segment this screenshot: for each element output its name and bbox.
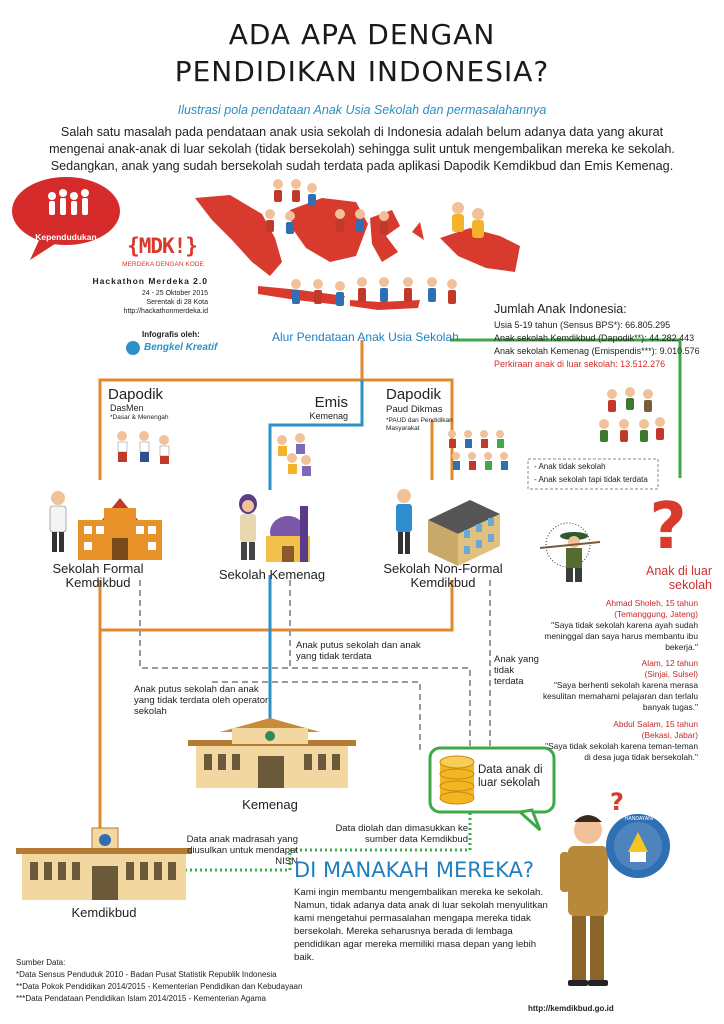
quote-1-place: (Temanggung, Jateng): [614, 609, 698, 619]
flow-text-tidak-terdata: Anak yang tidak terdata: [494, 654, 539, 687]
credit-name: Bengkel Kreatif: [144, 342, 218, 353]
credit-label: Infografis oleh:: [142, 330, 200, 339]
node-kemenag: Kemenag: [242, 797, 298, 812]
flow-text-diolah: Data diolah dan dimasukkan ke sumber dat…: [335, 823, 468, 845]
outside-list-item2: - Anak sekolah tapi tidak terdata: [534, 475, 648, 484]
where-body: Kami ingin membantu mengembalikan mereka…: [294, 887, 548, 963]
green-dotted-lines: [180, 812, 472, 872]
event-cities: Serentak di 28 Kota: [146, 299, 209, 306]
footer-url[interactable]: http://kemdikbud.go.id: [528, 1004, 614, 1013]
quote-2-name: Alam, 12 tahun: [641, 658, 698, 668]
quote-1-text: "Saya tidak sekolah karena ayah sudah me…: [544, 620, 698, 652]
quote-3-text: "Saya tidak sekolah karena teman-teman d…: [545, 741, 698, 762]
dasmen-students-illustration: [117, 431, 170, 464]
svg-text:?: ?: [649, 490, 686, 564]
emis-students-illustration: [277, 433, 311, 476]
stats-line3: Anak sekolah Kemenag (Emispendis***): 9.…: [494, 346, 700, 356]
quote-3: Abdul Salam, 15 tahun (Bekasi, Jabar) "S…: [540, 719, 698, 763]
officer-illustration: ?: [560, 788, 624, 986]
nonformal-school-illustration: [396, 489, 500, 566]
bengkel-kreatif-logo-icon: [126, 341, 140, 355]
kemdikbud-building-illustration: [16, 827, 192, 900]
page-subtitle: Ilustrasi pola pendataan Anak Usia Sekol…: [177, 103, 547, 117]
people-icon: [48, 189, 89, 215]
sources-heading: Sumber Data:: [16, 958, 66, 967]
quote-3-place: (Bekasi, Jabar): [641, 730, 698, 740]
emis-sub: Kemenag: [309, 411, 348, 421]
kependudukan-label: Kependudukan: [35, 232, 97, 242]
gray-dashed-lines: [139, 580, 491, 750]
page-title-line2: PENDIDIKAN INDONESIA?: [174, 55, 550, 88]
node-data-luar-sekolah: Data anak di luar sekolah: [478, 764, 543, 789]
source-1: *Data Sensus Penduduk 2010 - Badan Pusat…: [16, 970, 277, 979]
database-icon: [439, 755, 475, 805]
flow-text-madrasah: Data anak madrasah yang diusulkan untuk …: [186, 834, 298, 867]
event-url[interactable]: http://hackathonmerdeka.id: [123, 308, 208, 315]
quote-2: Alam, 12 tahun (Sinjai, Sulsel) "Saya be…: [540, 658, 698, 713]
stats-line4: Perkiraan anak di luar sekolah: 13.512.2…: [494, 359, 666, 369]
paud-sub: Paud Dikmas: [386, 404, 443, 415]
dasmen-note: *Dasar & Menengah: [110, 414, 169, 421]
dasmen-title: Dapodik: [108, 386, 164, 403]
stats-line2: Anak sekolah Kemdikbud (Dapodik**): 44.2…: [494, 333, 695, 343]
event-dates: 24 - 25 Oktober 2015: [141, 290, 208, 297]
kemenag-school-illustration: [239, 494, 310, 562]
blue-flow-lines: [268, 380, 364, 720]
svg-text:?: ?: [610, 788, 624, 816]
kemenag-building-illustration: [188, 718, 356, 788]
intro-paragraph: Salah satu masalah pada pendataan anak u…: [49, 125, 675, 173]
tut-wuri-text: TUT WURI HANDAYANI: [624, 810, 654, 822]
node-sekolah-nonformal: Sekolah Non-Formal Kemdikbud: [383, 561, 503, 590]
formal-school-illustration: [49, 491, 162, 560]
stats-heading: Jumlah Anak Indonesia:: [494, 302, 627, 316]
tut-wuri-handayani-logo: [606, 814, 670, 878]
green-flow-lines: [450, 338, 682, 478]
node-sekolah-kemenag: Sekolah Kemenag: [218, 567, 326, 582]
children-illustration: [265, 179, 484, 306]
quote-2-place: (Sinjai, Sulsel): [644, 669, 698, 679]
outside-list-box: [527, 458, 659, 490]
quote-2-text: "Saya berhenti sekolah karena merasa kes…: [542, 680, 698, 712]
node-sekolah-formal: Sekolah Formal Kemdikbud: [52, 561, 144, 590]
quote-1-name: Ahmad Sholeh, 15 tahun: [605, 598, 698, 608]
quote-1: Ahmad Sholeh, 15 tahun (Temanggung, Jate…: [540, 598, 698, 653]
page-title-line1: ADA APA DENGAN: [228, 18, 496, 51]
outside-list-item1: - Anak tidak sekolah: [534, 462, 606, 471]
paud-note: *PAUD dan Pendidikan Masyarakat: [386, 417, 453, 432]
paud-students-illustration: [448, 430, 508, 470]
stats-line1: Usia 5-19 tahun (Sensus BPS*): 66.805.29…: [494, 320, 671, 330]
mdk-tagline: MERDEKA DENGAN KODE: [122, 261, 204, 268]
event-name: Hackathon Merdeka 2.0: [92, 276, 208, 286]
dasmen-sub: DasMen: [110, 403, 144, 413]
indonesia-map: [195, 195, 520, 310]
node-kemdikbud: Kemdikbud: [71, 905, 137, 920]
question-mark-icon: ?: [649, 490, 686, 564]
flow-text-putus-1: Anak putus sekolah dan anak yang tidak t…: [296, 640, 421, 662]
flow-text-putus-2: Anak putus sekolah dan anak yang tidak t…: [134, 684, 269, 717]
where-heading: DI MANAKAH MEREKA?: [294, 858, 534, 882]
outside-children-illustration: [599, 387, 665, 442]
mdk-logo: {MDK!}: [127, 234, 198, 258]
source-3: ***Data Pendataan Pendidikan Islam 2014/…: [16, 994, 266, 1003]
farmer-child-illustration: [539, 522, 601, 582]
node-anak-luar-sekolah: Anak di luar sekolah: [645, 564, 712, 592]
emis-title: Emis: [314, 394, 348, 411]
quote-3-name: Abdul Salam, 15 tahun: [613, 719, 698, 729]
kependudukan-bubble: [12, 177, 120, 260]
flow-title: Alur Pendataan Anak Usia Sekolah: [272, 330, 459, 344]
paud-title: Dapodik: [386, 386, 442, 403]
source-2: **Data Pokok Pendidikan 2014/2015 - Keme…: [16, 982, 303, 991]
